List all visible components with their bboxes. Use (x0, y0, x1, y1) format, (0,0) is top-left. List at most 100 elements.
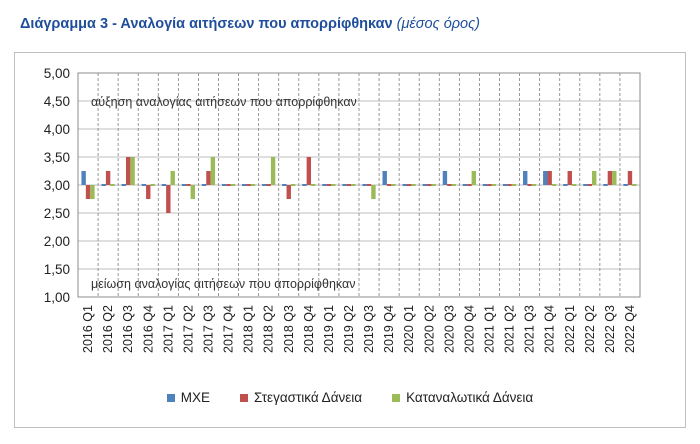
x-tick-label: 2021 Q1 (482, 305, 496, 353)
bar (146, 185, 151, 199)
bar (632, 184, 637, 186)
bar (322, 184, 327, 186)
x-tick-label: 2019 Q3 (362, 305, 376, 353)
x-tick-label: 2022 Q2 (583, 305, 597, 353)
bar (551, 184, 557, 186)
y-tick-label: 1,00 (44, 290, 70, 305)
x-tick-label: 2022 Q4 (623, 305, 637, 353)
bar (206, 171, 211, 185)
y-tick-label: 3,00 (44, 178, 70, 193)
legend-swatch-consumer-loans (392, 393, 401, 402)
legend-swatch-housing-loans (240, 393, 249, 402)
y-tick-label: 2,00 (44, 234, 70, 249)
bar (161, 184, 167, 186)
y-tick-label: 2,50 (44, 206, 70, 221)
x-tick-label: 2017 Q4 (222, 305, 236, 353)
x-tick-label: 2019 Q1 (322, 305, 336, 353)
x-tick-label: 2017 Q3 (201, 305, 215, 353)
chart-frame (14, 52, 686, 428)
bar (583, 184, 588, 186)
bar (447, 184, 452, 186)
bar (141, 184, 147, 186)
bar (326, 184, 332, 186)
bar (166, 185, 171, 213)
x-tick-label: 2021 Q4 (543, 305, 557, 353)
bar (85, 185, 91, 199)
x-tick-label: 2018 Q3 (282, 305, 296, 353)
annotation-decrease: μείωση αναλογίας αιτήσεων που απορρίφθηκ… (91, 277, 356, 291)
x-tick-label: 2017 Q1 (161, 305, 175, 353)
bar (402, 184, 407, 186)
bar (462, 184, 468, 186)
bar (627, 171, 633, 185)
x-tick-label: 2020 Q3 (442, 305, 456, 353)
y-tick-label: 4,00 (44, 122, 70, 137)
bar (431, 184, 436, 186)
chart-legend: ΜΧΕ Στεγαστικά Δάνεια Καταναλωτικά Δάνει… (0, 390, 700, 405)
bar (81, 171, 86, 185)
bar (201, 184, 207, 186)
bar (612, 171, 617, 185)
bar (487, 184, 492, 186)
bar (366, 184, 372, 186)
legend-item-consumer-loans: Καταναλωτικά Δάνεια (392, 390, 533, 405)
bar (427, 184, 432, 186)
bar (90, 185, 95, 199)
bar (592, 171, 597, 185)
chart-title-main: Διάγραμμα 3 - Αναλογία αιτήσεων που απορ… (20, 16, 393, 32)
bar (527, 184, 532, 186)
bar (391, 184, 396, 186)
legend-item-housing-loans: Στεγαστικά Δάνεια (240, 390, 362, 405)
bar (362, 184, 367, 186)
bar (286, 185, 291, 199)
bar (290, 184, 296, 186)
bar (266, 184, 271, 186)
bar (226, 184, 231, 186)
bar (190, 185, 195, 199)
bar (371, 185, 376, 199)
legend-item-mxe: ΜΧΕ (166, 390, 211, 405)
bar (130, 157, 135, 185)
bar (587, 184, 593, 186)
bar (411, 184, 416, 186)
bar (386, 184, 392, 186)
bar (607, 171, 613, 185)
bar (563, 184, 568, 186)
bar (507, 184, 512, 186)
bar (523, 171, 528, 185)
bar (382, 171, 387, 185)
x-tick-label: 2018 Q1 (242, 305, 256, 353)
x-tick-label: 2021 Q3 (523, 305, 537, 353)
bar (302, 184, 307, 186)
bar (491, 184, 497, 186)
y-tick-label: 4,50 (44, 94, 70, 109)
bar (406, 184, 412, 186)
bar (331, 184, 336, 186)
chart-title: Διάγραμμα 3 - Αναλογία αιτήσεων που απορ… (20, 16, 480, 32)
bar (422, 184, 428, 186)
legend-label-housing-loans: Στεγαστικά Δάνεια (254, 390, 363, 405)
bar (351, 184, 356, 186)
bar (101, 184, 106, 186)
x-tick-label: 2020 Q4 (462, 305, 476, 353)
bar (242, 184, 247, 186)
bar (210, 157, 216, 185)
bar (567, 171, 572, 185)
bar (270, 157, 276, 185)
bar (186, 184, 191, 186)
legend-label-mxe: ΜΧΕ (180, 390, 211, 405)
chart-title-sub: (μέσος όρος) (396, 16, 481, 32)
bar (623, 184, 628, 186)
x-tick-label: 2022 Q3 (603, 305, 617, 353)
bar (502, 184, 508, 186)
bar (181, 184, 187, 186)
x-tick-label: 2019 Q4 (382, 305, 396, 353)
x-tick-label: 2019 Q2 (342, 305, 356, 353)
x-tick-label: 2016 Q3 (121, 305, 135, 353)
x-tick-label: 2016 Q2 (101, 305, 115, 353)
bar (105, 171, 111, 185)
y-tick-label: 3,50 (44, 150, 70, 165)
bar (170, 171, 175, 185)
bar (230, 184, 236, 186)
